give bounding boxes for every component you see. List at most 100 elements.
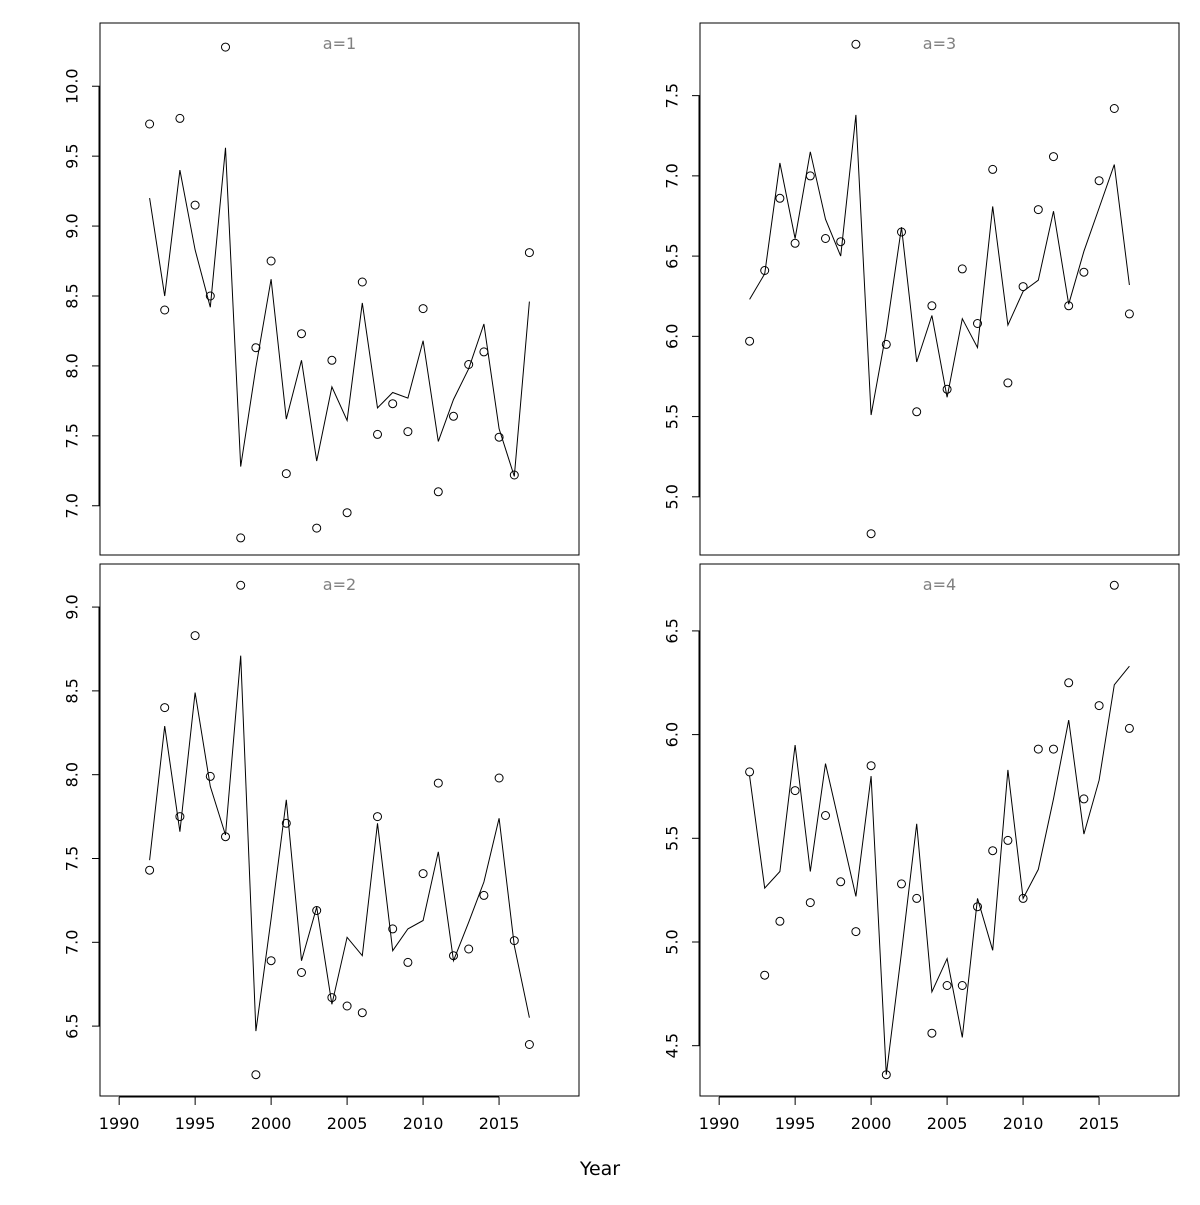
panel-label: a=2 [323,575,356,594]
y-tick-label: 6.5 [663,243,682,268]
y-tick-label: 7.5 [63,846,82,871]
y-axis: 7.0 7.5 8.0 8.5 9.0 9.5 10.0 [63,68,101,518]
series-points [146,43,534,542]
data-point [495,774,503,782]
y-tick-label: 9.5 [63,143,82,168]
data-point [525,249,533,257]
y-tick-label: 8.0 [63,762,82,787]
data-point [746,337,754,345]
series-line [150,656,530,1031]
y-axis: 6.5 7.0 7.5 8.0 8.5 9.0 [63,594,101,1038]
y-tick-label: 10.0 [63,68,82,104]
data-point [191,632,199,640]
data-point [1034,745,1042,753]
data-point [328,994,336,1002]
y-tick-label: 5.5 [663,404,682,429]
data-point [237,534,245,542]
x-tick-label: 2000 [851,1114,892,1133]
x-tick-label: 1990 [99,1114,140,1133]
x-tick-label: 2010 [1003,1114,1044,1133]
y-tick-label: 7.5 [63,423,82,448]
data-point [989,847,997,855]
x-tick-label: 1990 [699,1114,740,1133]
panel-label: a=3 [923,34,956,53]
data-point [1050,153,1058,161]
data-point [434,488,442,496]
y-tick-label: 7.0 [63,493,82,518]
data-point [867,530,875,538]
data-point [358,1009,366,1017]
data-point [480,891,488,899]
data-point [791,787,799,795]
panel-3: a=2 6.5 7.0 7.5 8.0 8.5 9.0 1990 1995 2000 2005 201… [63,564,580,1133]
series-line [150,148,530,477]
data-point [1125,724,1133,732]
data-point [776,917,784,925]
data-point [943,385,951,393]
plot-frame [100,23,579,555]
data-point [176,114,184,122]
data-point [1050,745,1058,753]
x-tick-label: 2015 [479,1114,520,1133]
data-point [480,348,488,356]
data-point [913,408,921,416]
y-tick-label: 7.5 [663,83,682,108]
series-line [750,666,1130,1074]
panel-label: a=4 [923,575,956,594]
data-point [928,302,936,310]
series-points [746,581,1134,1078]
data-point [313,524,321,532]
data-point [282,470,290,478]
data-point [806,899,814,907]
data-point [161,704,169,712]
data-point [298,969,306,977]
data-point [837,238,845,246]
data-point [1034,206,1042,214]
data-point [822,235,830,243]
data-point [358,278,366,286]
y-tick-label: 5.5 [663,826,682,851]
y-tick-label: 5.0 [663,929,682,954]
x-axis-title: Year [579,1158,620,1180]
data-point [761,971,769,979]
x-tick-label: 1995 [775,1114,816,1133]
data-point [746,768,754,776]
data-point [1095,177,1103,185]
data-point [1065,679,1073,687]
data-point [404,428,412,436]
x-tick-label: 2015 [1079,1114,1120,1133]
data-point [525,1041,533,1049]
data-point [374,813,382,821]
panel-4: a=4 4.5 5.0 5.5 6.0 6.5 1990 1995 2000 2005 2010 20… [663,564,1180,1133]
data-point [267,257,275,265]
series-line [750,115,1130,415]
panel-label: a=1 [323,34,356,53]
data-point [1004,836,1012,844]
data-point [465,945,473,953]
data-point [1004,379,1012,387]
data-point [419,305,427,313]
data-point [328,356,336,364]
data-point [791,239,799,247]
y-tick-label: 6.0 [663,722,682,747]
x-tick-label: 2005 [927,1114,968,1133]
x-tick-label: 2010 [403,1114,444,1133]
y-tick-label: 7.0 [63,930,82,955]
data-point [852,928,860,936]
y-tick-label: 6.0 [663,324,682,349]
data-point [298,330,306,338]
data-point [958,265,966,273]
data-point [419,870,427,878]
data-point [434,779,442,787]
data-point [958,982,966,990]
data-point [1080,268,1088,276]
data-point [1110,105,1118,113]
data-point [237,581,245,589]
data-point [161,306,169,314]
data-point [404,958,412,966]
y-tick-label: 8.5 [63,283,82,308]
data-point [913,894,921,902]
y-tick-label: 9.0 [63,594,82,619]
